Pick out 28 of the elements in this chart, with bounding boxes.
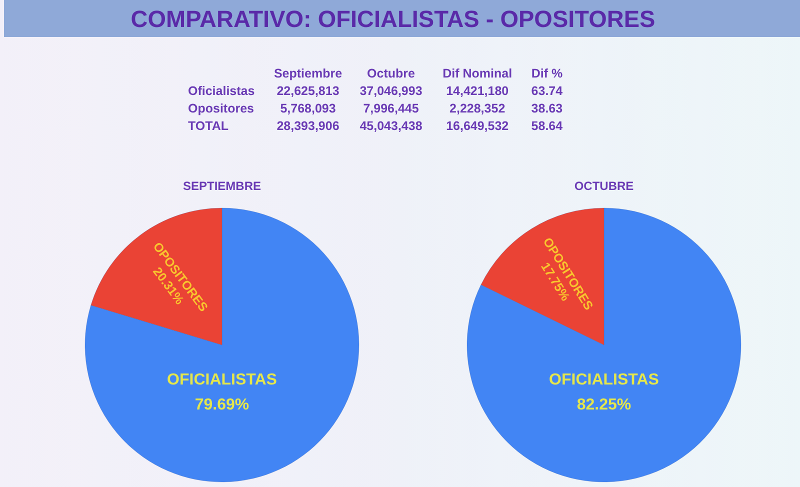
category-label: Oficialistas — [188, 84, 255, 98]
category-label: Dif Nominal — [442, 66, 512, 80]
text: 37,046,993 — [360, 84, 422, 98]
text: 63.74 — [531, 84, 563, 98]
data-label: 82.25% — [576, 396, 632, 414]
category-label: Octubre — [367, 66, 416, 80]
slice-label: OFICIALISTAS — [549, 372, 660, 389]
category-label: Septiembre — [274, 66, 342, 80]
text: COMPARATIVO: OFICIALISTAS - OPOSITORES — [130, 6, 656, 32]
text: 38.63 — [531, 101, 563, 116]
text: 16,649,532 — [446, 118, 509, 133]
category-label: Dif % — [531, 66, 563, 80]
chart-title: OCTUBRE — [574, 179, 634, 194]
text: 2,228,352 — [450, 101, 506, 116]
category-label: Opositores — [188, 101, 254, 116]
chart-title: SEPTIEMBRE — [182, 179, 262, 194]
category-label: TOTAL — [188, 118, 229, 133]
text: 14,421,180 — [446, 84, 509, 98]
text: 58.64 — [531, 118, 563, 133]
text: 5,768,093 — [280, 101, 336, 116]
pie-slice — [84, 208, 360, 482]
slice-label: OFICIALISTAS — [167, 372, 278, 389]
data-label: 79.69% — [194, 396, 250, 414]
text: 28,393,906 — [276, 118, 340, 133]
pie-slice — [467, 208, 742, 482]
text: 7,996,445 — [363, 101, 419, 116]
text: 45,043,438 — [360, 118, 422, 133]
text: 22,625,813 — [276, 84, 340, 98]
